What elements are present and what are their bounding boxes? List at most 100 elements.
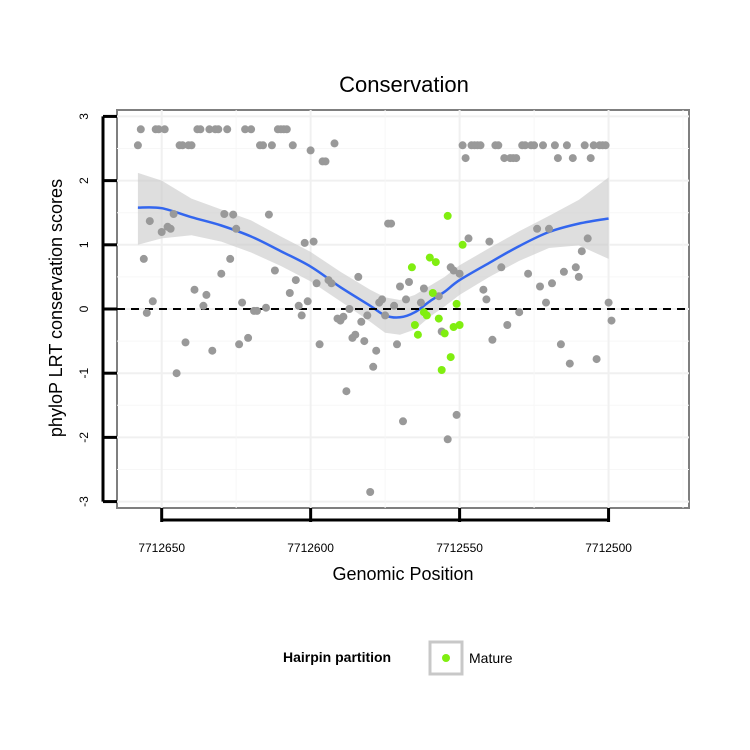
smooth-line-layer [137, 206, 609, 319]
other-point-24 [205, 125, 214, 134]
other-point-143 [583, 234, 592, 243]
other-point-30 [223, 125, 232, 134]
other-point-113 [494, 141, 503, 150]
other-point-42 [259, 141, 267, 150]
mature-point-9 [437, 366, 446, 374]
other-point-4 [145, 217, 154, 226]
other-point-144 [586, 154, 595, 163]
other-point-71 [345, 305, 354, 313]
other-point-57 [303, 297, 312, 306]
other-point-51 [285, 289, 294, 297]
other-point-2 [139, 254, 148, 263]
other-point-44 [264, 210, 273, 219]
mature-point-0 [407, 263, 416, 272]
other-point-11 [166, 224, 175, 233]
other-point-61 [315, 340, 324, 349]
other-point-98 [449, 266, 458, 275]
other-point-34 [235, 340, 244, 349]
other-point-110 [485, 237, 494, 246]
other-point-140 [574, 272, 583, 281]
other-point-36 [241, 125, 250, 134]
other-point-0 [133, 141, 142, 150]
other-point-27 [214, 125, 223, 134]
mature-point-16 [458, 240, 467, 249]
other-point-63 [321, 157, 330, 166]
other-point-146 [592, 355, 601, 364]
other-point-149 [601, 141, 610, 150]
other-point-103 [464, 234, 473, 243]
other-point-46 [270, 266, 279, 275]
other-point-5 [148, 297, 157, 306]
other-point-74 [354, 272, 363, 281]
other-point-102 [461, 154, 470, 163]
mature-point-15 [455, 321, 464, 329]
other-point-31 [226, 254, 235, 263]
other-point-87 [393, 340, 401, 349]
other-point-37 [244, 333, 253, 342]
other-point-8 [157, 228, 166, 236]
other-point-43 [262, 303, 270, 312]
other-point-32 [229, 210, 238, 219]
other-point-66 [330, 139, 339, 148]
other-point-75 [357, 317, 366, 326]
y-tick-label-2: -1 [77, 368, 91, 379]
x-tick-label-3: 7712500 [585, 541, 632, 555]
other-point-128 [539, 141, 547, 150]
other-point-33 [232, 224, 241, 233]
other-point-12 [169, 210, 178, 218]
other-point-76 [360, 337, 369, 346]
other-point-145 [589, 141, 598, 150]
other-point-151 [607, 316, 616, 325]
other-point-99 [452, 410, 461, 419]
legend: Hairpin partition Mature [283, 640, 513, 676]
y-tick-label-1: -2 [77, 432, 91, 443]
mature-point-4 [422, 311, 431, 320]
other-point-7 [154, 125, 163, 134]
other-point-122 [521, 141, 530, 150]
other-point-28 [217, 269, 226, 278]
confidence-band [137, 172, 609, 335]
other-point-111 [488, 335, 497, 344]
mature-point-8 [434, 314, 443, 323]
y-tick-label-4: 1 [77, 241, 91, 248]
other-point-132 [550, 141, 559, 150]
other-point-91 [405, 278, 413, 286]
other-point-38 [247, 125, 256, 134]
mature-point-14 [452, 299, 461, 308]
y-tick-label-3: 0 [77, 305, 91, 312]
other-point-56 [300, 238, 309, 247]
other-point-69 [339, 312, 348, 321]
other-point-93 [419, 284, 428, 293]
other-point-150 [604, 298, 613, 307]
other-point-18 [187, 141, 196, 150]
y-tick-label-5: 2 [77, 177, 91, 184]
other-point-115 [500, 154, 509, 163]
other-point-107 [476, 141, 485, 150]
other-point-65 [327, 279, 336, 288]
axes-layer [101, 114, 611, 522]
mature-point-2 [413, 330, 422, 339]
mature-point-10 [440, 329, 449, 338]
mature-point-12 [446, 353, 455, 362]
other-point-96 [443, 435, 452, 444]
other-point-119 [512, 154, 521, 163]
chart-title: Conservation [339, 72, 469, 97]
other-point-92 [416, 298, 425, 307]
other-point-129 [542, 298, 550, 307]
other-point-15 [178, 141, 187, 150]
other-point-90 [402, 295, 410, 304]
other-point-134 [556, 340, 565, 349]
other-point-127 [536, 282, 544, 291]
other-point-50 [282, 125, 291, 134]
other-point-45 [267, 141, 276, 150]
other-point-58 [306, 146, 315, 155]
y-tick-label-6: 3 [77, 113, 91, 120]
other-point-109 [482, 295, 491, 304]
other-point-1 [136, 125, 145, 134]
other-point-3 [142, 308, 151, 317]
other-point-100 [455, 269, 464, 278]
other-point-19 [190, 285, 199, 294]
other-point-116 [503, 321, 512, 329]
other-point-22 [199, 301, 208, 310]
